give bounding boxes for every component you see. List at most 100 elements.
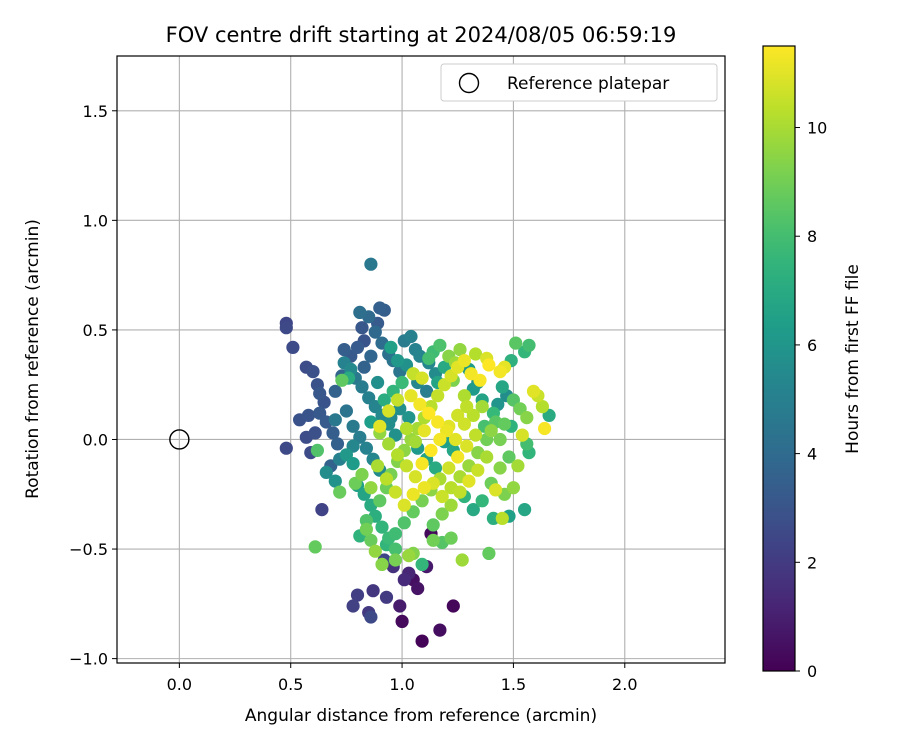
data-point	[475, 494, 489, 508]
data-point	[359, 441, 373, 455]
data-point	[377, 393, 391, 407]
data-point	[310, 443, 324, 457]
data-point	[471, 463, 485, 477]
data-point	[279, 321, 293, 335]
data-point	[364, 481, 378, 495]
data-point	[442, 461, 456, 475]
data-point	[422, 351, 436, 365]
data-point	[422, 406, 436, 420]
data-point	[535, 400, 550, 414]
data-point	[391, 354, 405, 368]
data-point	[526, 384, 541, 398]
x-tick-label: 1.0	[389, 675, 414, 694]
colorbar-label: Hours from first FF file	[843, 264, 863, 454]
y-axis-ticks: −1.0 −0.5 0.0 0.5 1.0 1.5	[69, 102, 117, 669]
data-point	[328, 384, 342, 398]
data-point	[402, 411, 416, 425]
data-point	[431, 389, 445, 403]
data-point	[435, 507, 449, 521]
data-point	[448, 432, 463, 447]
data-point	[460, 439, 474, 453]
y-tick-label: 0.0	[83, 430, 108, 449]
data-point	[371, 459, 385, 473]
data-point	[408, 470, 422, 484]
data-point	[373, 419, 387, 433]
data-point	[433, 432, 447, 447]
data-point	[469, 347, 483, 361]
data-point	[319, 465, 333, 479]
data-point	[415, 371, 429, 385]
data-point	[373, 301, 387, 315]
data-point	[346, 457, 360, 471]
data-point	[506, 481, 520, 495]
data-point	[350, 340, 365, 354]
data-point	[433, 338, 447, 352]
data-point	[402, 549, 416, 563]
chart-title: FOV centre drift starting at 2024/08/05 …	[166, 23, 677, 47]
data-point	[404, 389, 418, 403]
data-point	[382, 404, 396, 418]
data-point	[446, 599, 460, 613]
data-point	[509, 336, 523, 350]
data-point	[482, 546, 496, 561]
reference-platepar-marker	[169, 429, 190, 450]
x-tick-label: 0.0	[167, 675, 192, 694]
data-point	[502, 450, 516, 464]
data-point	[515, 428, 529, 442]
data-point	[462, 474, 476, 488]
data-point	[328, 413, 342, 427]
data-point	[353, 305, 367, 319]
legend-marker-reference	[458, 72, 480, 94]
colorbar-tick-label: 8	[807, 227, 817, 246]
data-point	[379, 472, 394, 486]
y-axis-label: Rotation from reference (arcmin)	[23, 219, 43, 499]
data-point	[330, 437, 345, 451]
data-point	[308, 540, 322, 554]
data-point	[451, 408, 465, 422]
data-point	[522, 338, 536, 352]
data-point	[301, 408, 316, 422]
colorbar-gradient	[762, 45, 796, 672]
y-tick-label: −1.0	[69, 650, 108, 669]
data-point	[339, 404, 353, 418]
data-point	[426, 533, 440, 547]
data-point	[395, 614, 409, 629]
data-point	[393, 599, 407, 613]
colorbar: 0 2 4 6 8 10 Hours from first FF file	[762, 45, 863, 681]
reference-marker-layer	[169, 429, 190, 450]
data-point	[388, 485, 402, 499]
data-point	[497, 417, 512, 431]
data-point	[520, 411, 534, 425]
data-point	[480, 450, 494, 464]
colorbar-tick-label: 4	[807, 445, 817, 464]
data-point	[453, 343, 467, 357]
data-point	[493, 365, 507, 379]
data-point	[420, 384, 434, 398]
data-point	[415, 557, 429, 572]
data-point	[375, 520, 389, 534]
data-point	[326, 426, 340, 440]
data-point	[444, 531, 458, 545]
data-point	[313, 386, 327, 401]
data-point	[469, 428, 483, 442]
y-tick-label: 0.5	[83, 321, 108, 340]
x-tick-label: 2.0	[612, 675, 637, 694]
data-point	[333, 485, 347, 499]
data-point	[466, 503, 480, 517]
colorbar-ticks: 0 2 4 6 8 10	[795, 119, 827, 681]
data-point	[346, 419, 360, 433]
x-tick-label: 1.5	[501, 675, 526, 694]
y-tick-label: −0.5	[69, 540, 108, 559]
data-point	[435, 489, 449, 504]
data-point	[371, 375, 385, 390]
data-point	[391, 393, 405, 407]
data-point	[426, 518, 440, 532]
data-point	[359, 522, 373, 536]
data-point	[415, 634, 429, 648]
x-axis-label: Angular distance from reference (arcmin)	[245, 706, 597, 726]
data-point	[399, 421, 414, 436]
data-points	[279, 257, 556, 648]
data-point	[404, 329, 418, 344]
data-point	[355, 467, 369, 482]
